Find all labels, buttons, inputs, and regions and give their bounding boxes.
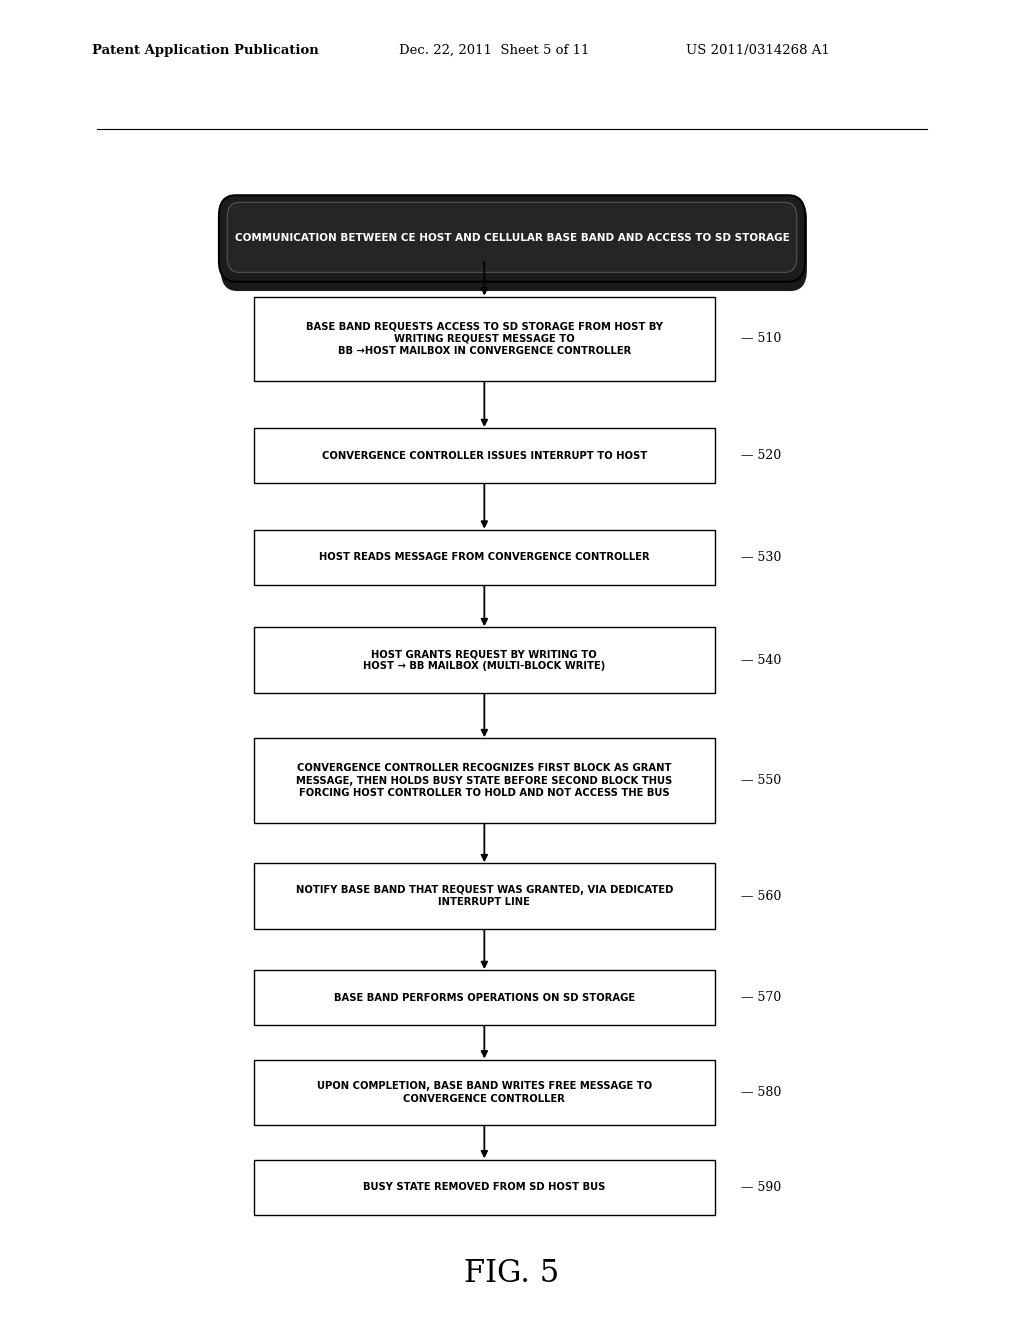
Text: CONVERGENCE CONTROLLER ISSUES INTERRUPT TO HOST: CONVERGENCE CONTROLLER ISSUES INTERRUPT … (322, 450, 647, 461)
Text: Dec. 22, 2011  Sheet 5 of 11: Dec. 22, 2011 Sheet 5 of 11 (399, 44, 590, 57)
FancyBboxPatch shape (254, 297, 715, 381)
Text: CONVERGENCE CONTROLLER RECOGNIZES FIRST BLOCK AS GRANT
MESSAGE, THEN HOLDS BUSY : CONVERGENCE CONTROLLER RECOGNIZES FIRST … (296, 763, 673, 797)
FancyBboxPatch shape (254, 863, 715, 929)
Text: — 580: — 580 (740, 1086, 781, 1100)
FancyBboxPatch shape (221, 198, 807, 290)
FancyBboxPatch shape (254, 1159, 715, 1214)
Text: BASE BAND PERFORMS OPERATIONS ON SD STORAGE: BASE BAND PERFORMS OPERATIONS ON SD STOR… (334, 993, 635, 1003)
FancyBboxPatch shape (254, 970, 715, 1026)
Text: BUSY STATE REMOVED FROM SD HOST BUS: BUSY STATE REMOVED FROM SD HOST BUS (364, 1183, 605, 1192)
Text: — 560: — 560 (740, 890, 781, 903)
FancyBboxPatch shape (254, 1060, 715, 1125)
Text: Patent Application Publication: Patent Application Publication (92, 44, 318, 57)
Text: — 510: — 510 (740, 333, 781, 346)
FancyBboxPatch shape (227, 202, 797, 272)
Text: US 2011/0314268 A1: US 2011/0314268 A1 (686, 44, 829, 57)
Text: FIG. 5: FIG. 5 (464, 1258, 560, 1290)
Text: UPON COMPLETION, BASE BAND WRITES FREE MESSAGE TO
CONVERGENCE CONTROLLER: UPON COMPLETION, BASE BAND WRITES FREE M… (316, 1081, 652, 1104)
FancyBboxPatch shape (254, 738, 715, 822)
Text: COMMUNICATION BETWEEN CE HOST AND CELLULAR BASE BAND AND ACCESS TO SD STORAGE: COMMUNICATION BETWEEN CE HOST AND CELLUL… (234, 234, 790, 243)
FancyBboxPatch shape (219, 195, 805, 281)
FancyBboxPatch shape (254, 627, 715, 693)
FancyBboxPatch shape (254, 529, 715, 585)
Text: — 530: — 530 (740, 550, 781, 564)
Text: — 570: — 570 (740, 991, 781, 1005)
Text: NOTIFY BASE BAND THAT REQUEST WAS GRANTED, VIA DEDICATED
INTERRUPT LINE: NOTIFY BASE BAND THAT REQUEST WAS GRANTE… (296, 884, 673, 907)
Text: HOST GRANTS REQUEST BY WRITING TO
HOST → BB MAILBOX (MULTI-BLOCK WRITE): HOST GRANTS REQUEST BY WRITING TO HOST →… (364, 649, 605, 672)
Text: — 520: — 520 (740, 449, 781, 462)
Text: — 550: — 550 (740, 774, 781, 787)
Text: BASE BAND REQUESTS ACCESS TO SD STORAGE FROM HOST BY
WRITING REQUEST MESSAGE TO
: BASE BAND REQUESTS ACCESS TO SD STORAGE … (306, 322, 663, 356)
Text: — 540: — 540 (740, 653, 781, 667)
Text: — 590: — 590 (740, 1180, 781, 1193)
FancyBboxPatch shape (254, 428, 715, 483)
Text: HOST READS MESSAGE FROM CONVERGENCE CONTROLLER: HOST READS MESSAGE FROM CONVERGENCE CONT… (319, 552, 649, 562)
